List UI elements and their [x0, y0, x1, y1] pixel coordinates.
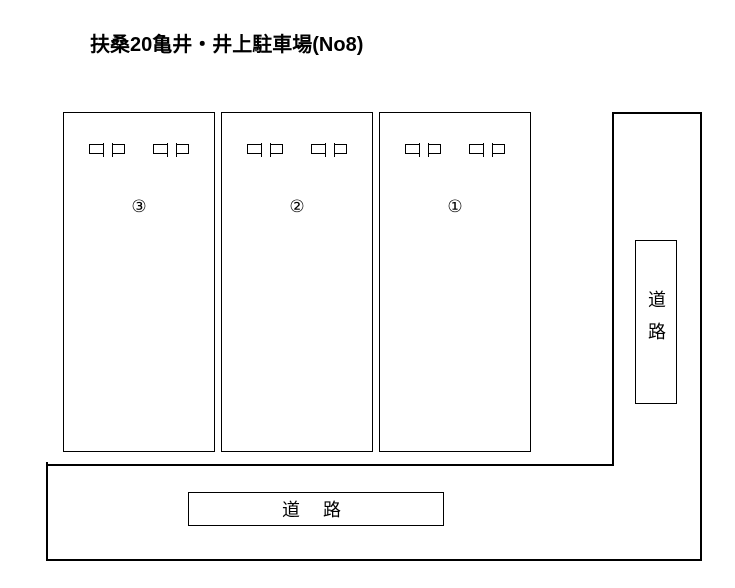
slot-3-wheelblock-1 [153, 144, 189, 154]
slot-1-label: ① [440, 197, 470, 217]
boundary-inner-top-r [612, 112, 702, 114]
slot-2-label: ② [282, 197, 312, 217]
slot-3-label: ③ [124, 197, 154, 217]
slot-1-wheelblock-0 [405, 144, 441, 154]
slot-1 [379, 112, 531, 452]
slot-2 [221, 112, 373, 452]
boundary-outer-right-v [700, 112, 702, 561]
boundary-outer-bottom [46, 559, 702, 561]
boundary-inner-right-v [612, 112, 614, 466]
slot-3 [63, 112, 215, 452]
slot-3-wheelblock-0 [89, 144, 125, 154]
boundary-outer-left [46, 462, 48, 561]
slot-2-wheelblock-1 [311, 144, 347, 154]
slot-2-wheelblock-0 [247, 144, 283, 154]
road-bottom: 道 路 [188, 492, 444, 526]
road-right: 道路 [635, 240, 677, 404]
boundary-inner-bottom [46, 464, 614, 466]
slot-1-wheelblock-1 [469, 144, 505, 154]
parking-diagram: ③ ② ① 道 路 道路 [0, 0, 735, 588]
